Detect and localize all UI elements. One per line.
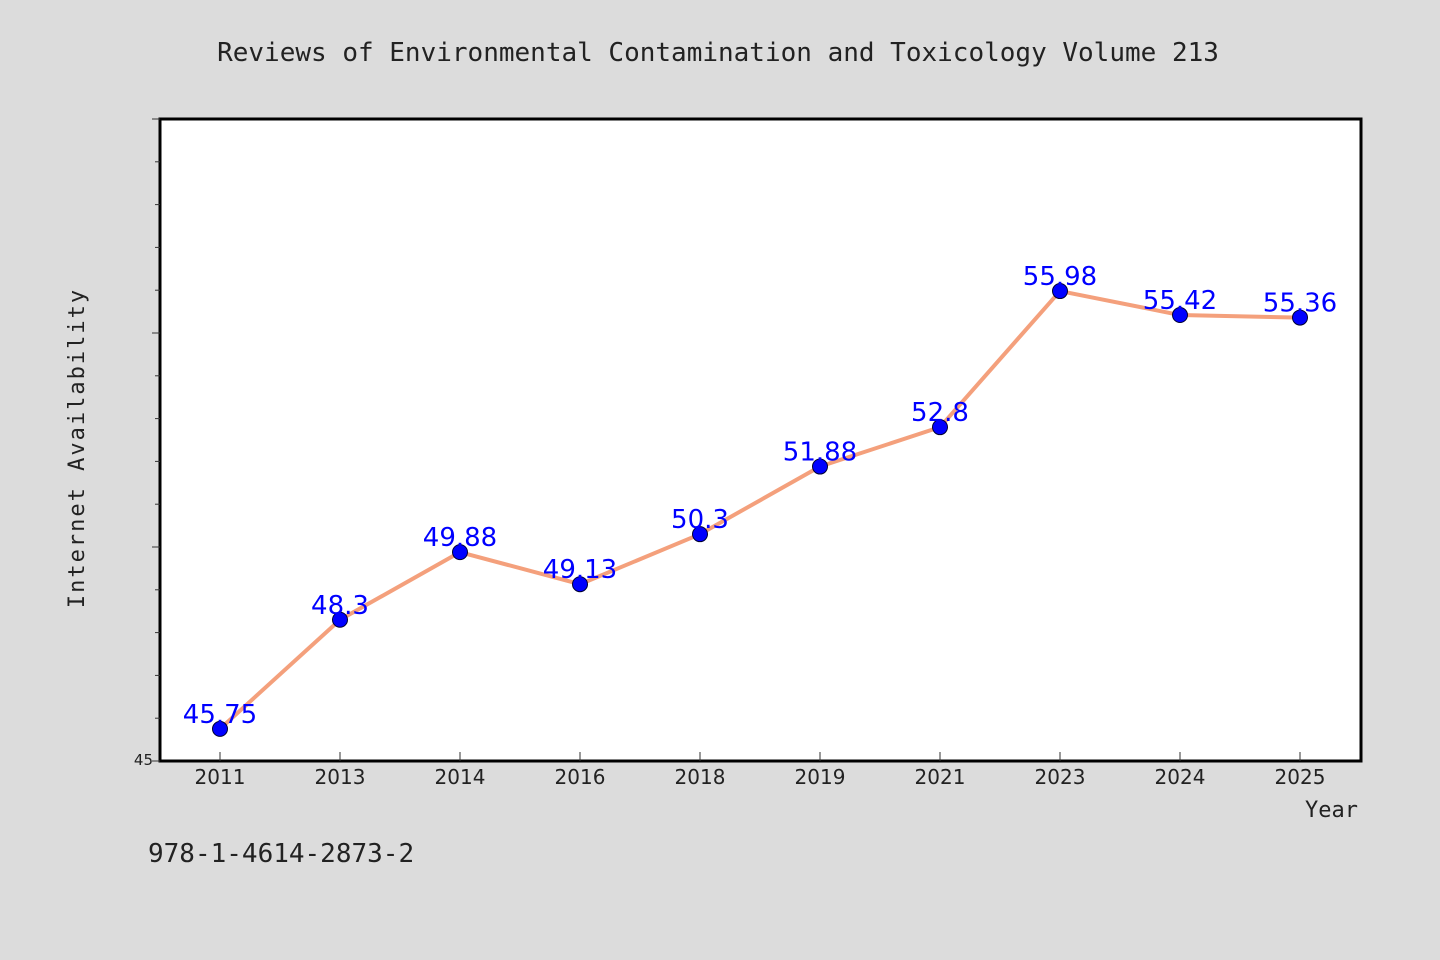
data-label: 49.13 [543, 555, 617, 585]
data-label: 51.88 [783, 438, 857, 468]
data-label: 48.3 [311, 591, 369, 621]
data-point [1052, 283, 1068, 300]
x-tick-label: 2024 [1155, 765, 1206, 789]
data-label: 52.8 [911, 398, 969, 428]
x-tick-label: 2023 [1035, 765, 1086, 789]
data-labels: 45.75 48.3 49.88 49.13 50.3 51.88 52.8 55.98 55.… [183, 262, 1337, 730]
chart-title: Reviews of Environmental Contamination a… [217, 38, 1219, 68]
isbn-text: 978-1-4614-2873-2 [148, 839, 414, 869]
data-point [452, 544, 468, 561]
data-point [692, 526, 708, 543]
x-tick-label: 2019 [795, 765, 846, 789]
data-point [812, 458, 828, 475]
data-label: 50.3 [671, 505, 729, 535]
plot-area [158, 117, 1363, 763]
series-line [218, 289, 1301, 731]
data-label: 55.42 [1143, 286, 1217, 316]
x-tick-label: 2018 [675, 765, 726, 789]
y-axis-label: Internet Availability [65, 288, 90, 608]
data-label: 49.88 [423, 523, 497, 553]
data-point [932, 419, 948, 436]
data-point [332, 611, 348, 628]
data-point [1172, 307, 1188, 324]
x-tick-label: 2014 [435, 765, 486, 789]
x-tick-label: 2016 [555, 765, 606, 789]
x-tick-label: 2025 [1275, 765, 1326, 789]
y-axis-ticks: 45 [134, 118, 160, 769]
x-tick-label: 2021 [915, 765, 966, 789]
data-label: 55.36 [1263, 289, 1337, 319]
data-label: 55.98 [1023, 262, 1097, 292]
x-tick-label: 2011 [195, 765, 246, 789]
data-point [212, 720, 228, 737]
data-point [1292, 309, 1308, 326]
x-axis-label: Year [1305, 798, 1358, 823]
data-label: 45.75 [183, 700, 257, 730]
x-tick-label: 2013 [315, 765, 366, 789]
data-markers [212, 283, 1308, 737]
data-point [572, 576, 588, 593]
y-tick-label: 45 [134, 751, 153, 769]
x-axis-ticks: 2011 2013 2014 2016 2018 2019 2021 2023 2024 2025 [195, 752, 1326, 789]
